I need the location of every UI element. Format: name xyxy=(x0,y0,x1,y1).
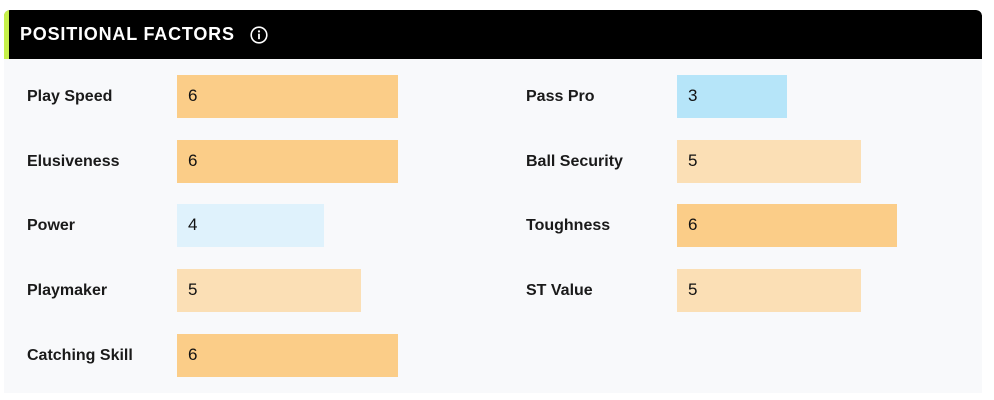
positional-factors-panel: POSITIONAL FACTORS Play Speed 6 Elusiven… xyxy=(4,10,982,393)
factor-label: Pass Pro xyxy=(526,88,595,105)
factor-label: Power xyxy=(27,217,76,234)
factor-value-bar: 5 xyxy=(177,269,361,312)
factor-label: Playmaker xyxy=(27,282,108,299)
factor-value-bar: 3 xyxy=(677,75,787,118)
factor-label: ST Value xyxy=(526,282,593,299)
factor-value-bar: 6 xyxy=(677,204,897,247)
info-circle-icon[interactable] xyxy=(250,26,268,44)
panel-title: POSITIONAL FACTORS xyxy=(20,24,235,44)
factor-value-bar: 6 xyxy=(177,140,398,183)
factor-value-bar: 6 xyxy=(177,75,398,118)
factor-value-bar: 5 xyxy=(677,269,861,312)
factor-value-bar: 5 xyxy=(677,140,861,183)
factor-label: Catching Skill xyxy=(27,347,133,364)
header-accent-stripe xyxy=(4,10,9,59)
factor-label: Ball Security xyxy=(526,153,623,170)
factor-label: Toughness xyxy=(526,217,611,234)
factor-label: Elusiveness xyxy=(27,153,120,170)
factor-value-bar: 4 xyxy=(177,204,324,247)
factor-label: Play Speed xyxy=(27,88,113,105)
factor-value-bar: 6 xyxy=(177,334,398,377)
panel-header: POSITIONAL FACTORS xyxy=(4,10,982,59)
